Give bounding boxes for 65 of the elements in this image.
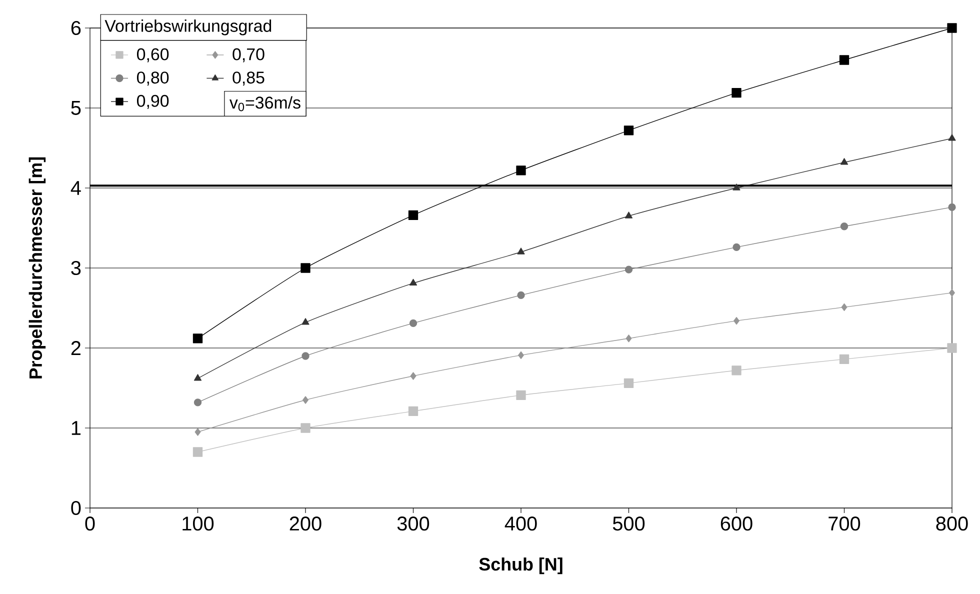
point xyxy=(408,406,418,416)
x-tick-label: 300 xyxy=(397,516,430,531)
x-tick-label: 200 xyxy=(290,516,322,531)
x-tick-label: 0 xyxy=(85,516,95,531)
y-tick-label: 2 xyxy=(71,341,80,355)
point xyxy=(517,248,525,254)
point xyxy=(624,266,633,274)
point xyxy=(626,334,632,342)
point xyxy=(947,343,957,353)
point xyxy=(732,88,742,98)
y-tick-label: 6 xyxy=(71,20,81,36)
point xyxy=(732,184,740,190)
y-axis-title: Propellerdurchmesser [m] xyxy=(28,157,46,378)
point xyxy=(192,447,203,457)
point xyxy=(194,428,201,436)
point xyxy=(408,210,418,220)
point xyxy=(732,243,740,252)
x-axis-title: Schub [N] xyxy=(479,557,562,574)
point xyxy=(948,134,956,141)
point xyxy=(840,158,848,165)
point xyxy=(300,423,310,433)
x-tick-label: 600 xyxy=(720,516,752,531)
point xyxy=(194,374,202,381)
point xyxy=(516,166,526,176)
point xyxy=(516,390,526,400)
x-tick-label: 100 xyxy=(182,516,214,531)
y-tick-label: 5 xyxy=(71,101,81,115)
point xyxy=(517,291,525,300)
legend-label: 0,80 xyxy=(136,72,169,86)
y-tick-label: 0 xyxy=(71,500,81,516)
point xyxy=(624,126,634,136)
x-tick-label: 400 xyxy=(504,516,537,531)
x-tick-label: 800 xyxy=(936,516,968,531)
point xyxy=(302,396,308,404)
legend-label: 0,60 xyxy=(136,48,169,62)
point xyxy=(300,263,310,273)
point xyxy=(409,319,418,328)
legend-label: 0,90 xyxy=(136,94,169,109)
point xyxy=(949,288,955,297)
legend-label: 0,70 xyxy=(232,48,264,62)
point xyxy=(302,318,310,325)
y-tick-label: 3 xyxy=(71,260,81,276)
x-tick-label: 500 xyxy=(612,516,645,531)
x-tick-label: 700 xyxy=(828,516,860,531)
point xyxy=(194,398,202,406)
y-tick-label: 4 xyxy=(70,181,81,195)
point xyxy=(624,378,634,388)
point xyxy=(734,316,740,325)
point xyxy=(410,372,416,380)
point xyxy=(302,352,310,360)
point xyxy=(947,23,957,33)
y-tick-label: 1 xyxy=(72,421,81,435)
point xyxy=(839,55,850,65)
point xyxy=(841,303,848,312)
point xyxy=(948,203,956,212)
point xyxy=(192,334,203,344)
point xyxy=(839,354,850,364)
point xyxy=(732,366,742,376)
point xyxy=(624,212,633,218)
point xyxy=(840,222,848,230)
annotation: v$_{0}$=36m/s xyxy=(230,96,300,112)
point xyxy=(518,351,524,360)
legend-label: 0,85 xyxy=(232,72,264,86)
legend-title: Vortriebswirkungsgrad xyxy=(104,20,272,36)
point xyxy=(409,278,418,286)
